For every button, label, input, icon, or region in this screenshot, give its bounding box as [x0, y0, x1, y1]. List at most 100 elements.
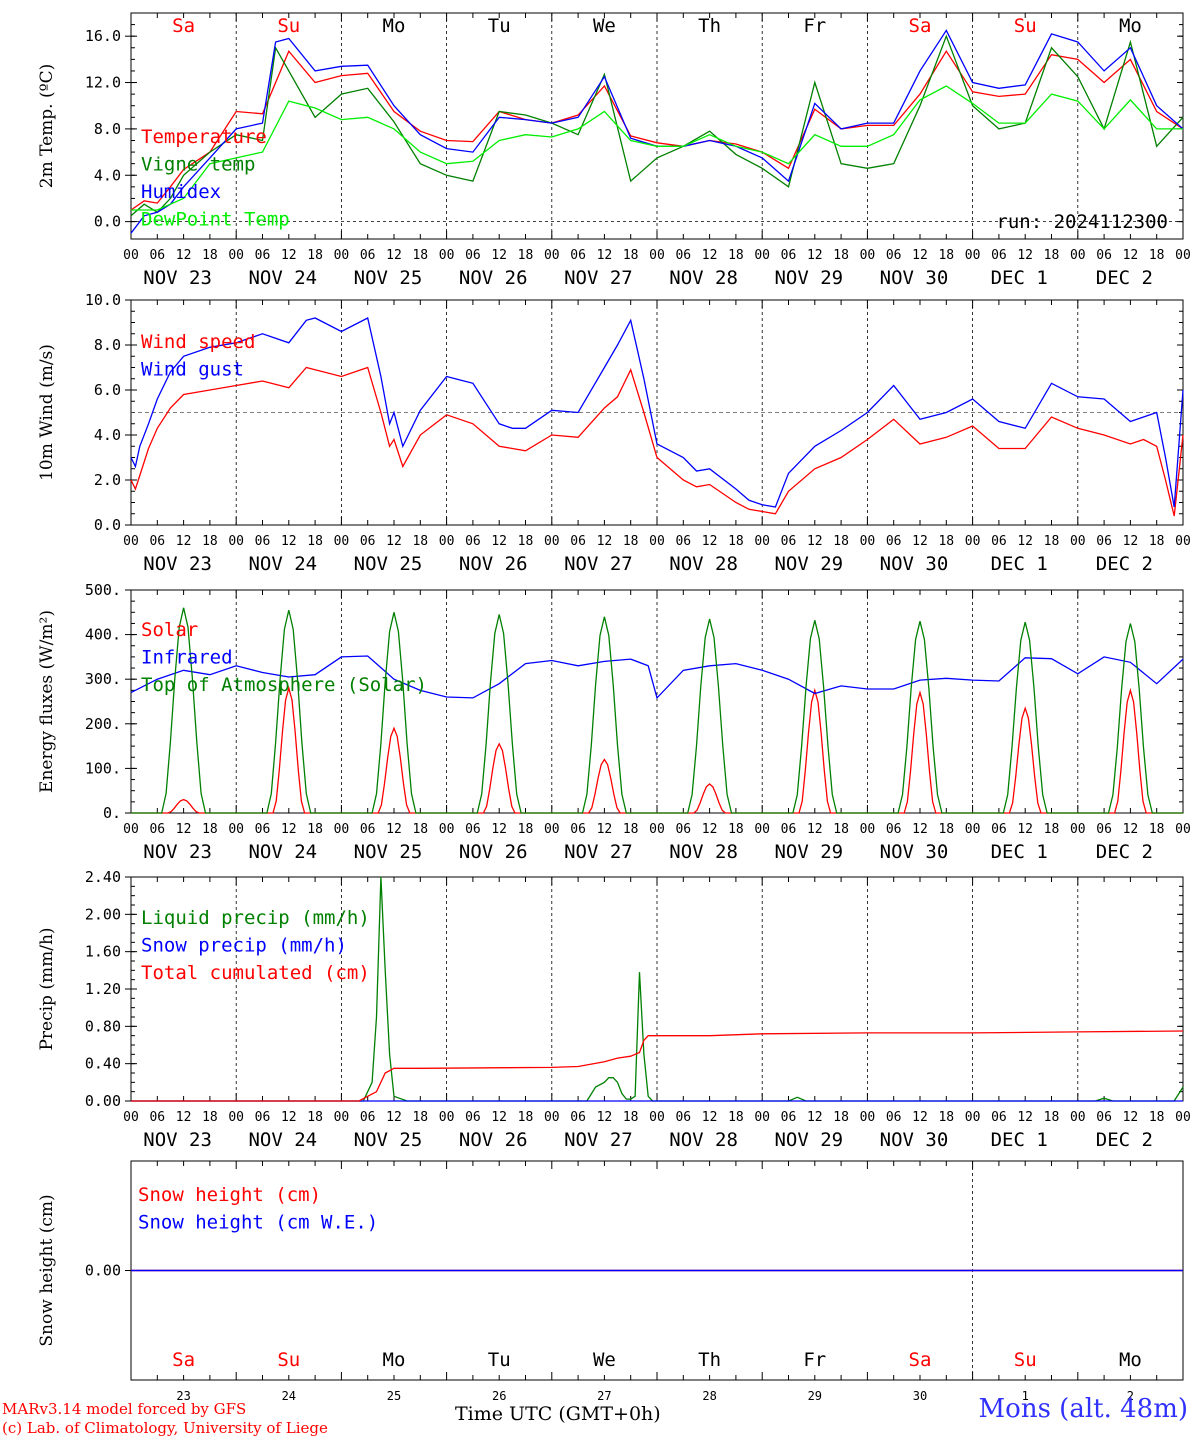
time-axis-label: Time UTC (GMT+0h): [455, 1403, 661, 1425]
day-number-label: 26: [492, 1389, 506, 1403]
date-label: NOV 30: [880, 267, 949, 289]
x-tick-label: 06: [781, 1110, 797, 1125]
y-tick-label: 400.: [85, 626, 121, 644]
x-tick-label: 00: [1070, 248, 1086, 263]
x-axis: 00 06 12 18 NOV 23 00 06 12 18 NOV 24 00 06 12 18 NOV …: [123, 248, 1191, 289]
weekday-label: We: [593, 15, 616, 37]
date-label: NOV 26: [459, 841, 528, 863]
y-axis-title: Energy fluxes (W/m²): [37, 610, 57, 793]
x-tick-label: 00: [1070, 534, 1086, 549]
y-tick-label: 0.00: [85, 1262, 121, 1280]
x-tick-label: 18: [833, 822, 849, 837]
x-tick-label: 06: [675, 822, 691, 837]
weekday-label: Sa: [909, 1349, 932, 1371]
x-tick-label: 18: [307, 822, 323, 837]
x-tick-label: 06: [255, 248, 271, 263]
date-label: NOV 28: [669, 841, 738, 863]
series-line-humidex: [130, 29, 1184, 234]
x-tick-label: 06: [149, 534, 165, 549]
y-tick-label: 0.80: [85, 1017, 121, 1035]
x-tick-label: 12: [386, 1110, 402, 1125]
x-tick-label: 00: [439, 534, 455, 549]
legend-entry: Solar: [141, 619, 198, 641]
x-tick-label: 06: [781, 822, 797, 837]
y-tick-label: 1.60: [85, 943, 121, 961]
x-tick-label: 18: [623, 534, 639, 549]
weekday-label: Su: [277, 15, 300, 37]
x-tick-label: 12: [702, 822, 718, 837]
date-label: NOV 29: [774, 1129, 843, 1151]
x-tick-label: 18: [1149, 1110, 1165, 1125]
x-tick-label: 18: [938, 534, 954, 549]
x-tick-label: 00: [965, 1110, 981, 1125]
date-label: DEC 1: [991, 553, 1048, 575]
x-tick-label: 00: [1175, 534, 1191, 549]
x-tick-label: 00: [439, 248, 455, 263]
x-tick-label: 00: [544, 534, 560, 549]
x-tick-label: 18: [202, 534, 218, 549]
x-tick-label: 00: [123, 248, 139, 263]
weekday-label: Mo: [1119, 1349, 1142, 1371]
weekday-label: Su: [277, 1349, 300, 1371]
x-tick-label: 00: [965, 534, 981, 549]
x-tick-label: 18: [623, 1110, 639, 1125]
credit-line-1: MARv3.14 model forced by GFS: [2, 1400, 247, 1418]
x-tick-label: 06: [465, 822, 481, 837]
x-tick-label: 06: [149, 1110, 165, 1125]
y-tick-label: 1.20: [85, 980, 121, 998]
series-line-infrared: [130, 655, 1184, 700]
legend: Liquid precip (mm/h) Snow precip (mm/h) To…: [141, 907, 370, 984]
x-tick-label: 12: [807, 534, 823, 549]
y-tick-label: 2.0: [94, 471, 121, 489]
weekday-labels: Sa Su Mo Tu We Th Fr Sa Su Mo: [172, 15, 1142, 37]
x-tick-label: 18: [728, 822, 744, 837]
weekday-label: Su: [1014, 15, 1037, 37]
panel-3: 0. 100. 200. 300. 400. 500. Energy fluxes (W/m…: [37, 581, 1191, 863]
date-label: NOV 23: [143, 267, 212, 289]
x-tick-label: 06: [465, 534, 481, 549]
legend: Snow height (cm) Snow height (cm W.E.): [138, 1184, 378, 1234]
x-tick-label: 00: [1175, 248, 1191, 263]
x-tick-label: 06: [570, 534, 586, 549]
x-tick-label: 00: [860, 534, 876, 549]
y-tick-label: 2.00: [85, 905, 121, 923]
x-tick-label: 18: [728, 248, 744, 263]
date-label: NOV 24: [248, 267, 317, 289]
weekday-label: Sa: [172, 15, 195, 37]
x-tick-label: 12: [1017, 1110, 1033, 1125]
legend-entry: DewPoint Temp: [141, 209, 290, 231]
x-tick-label: 12: [807, 248, 823, 263]
x-axis: 00 06 12 18 NOV 23 00 06 12 18 NOV 24 00 06 12 18 NOV …: [123, 1110, 1191, 1151]
x-tick-label: 18: [833, 534, 849, 549]
x-tick-label: 18: [623, 248, 639, 263]
x-tick-label: 18: [623, 822, 639, 837]
x-tick-label: 00: [1070, 822, 1086, 837]
x-tick-label: 00: [754, 822, 770, 837]
x-tick-label: 18: [833, 1110, 849, 1125]
series-line-vigne-temp: [130, 34, 1184, 217]
x-tick-label: 00: [649, 1110, 665, 1125]
y-tick-label: 100.: [85, 759, 121, 777]
date-label: DEC 1: [991, 841, 1048, 863]
x-tick-label: 00: [334, 1110, 350, 1125]
x-tick-label: 00: [123, 822, 139, 837]
y-tick-label: 16.0: [85, 27, 121, 45]
x-tick-label: 12: [1123, 534, 1139, 549]
x-tick-label: 12: [386, 822, 402, 837]
x-tick-label: 00: [754, 534, 770, 549]
x-tick-label: 06: [675, 248, 691, 263]
x-tick-label: 06: [465, 1110, 481, 1125]
x-tick-label: 12: [597, 534, 613, 549]
legend-entry: Top of Atmosphere (Solar): [141, 674, 427, 696]
credit-line-2: (c) Lab. of Climatology, University of L…: [2, 1419, 328, 1437]
x-tick-label: 00: [1175, 822, 1191, 837]
y-tick-label: 2.40: [85, 868, 121, 886]
x-tick-label: 18: [833, 248, 849, 263]
x-tick-label: 12: [176, 534, 192, 549]
x-tick-label: 06: [465, 248, 481, 263]
date-label: DEC 2: [1096, 841, 1153, 863]
y-tick-label: 0.00: [85, 1092, 121, 1110]
date-label: NOV 24: [248, 553, 317, 575]
